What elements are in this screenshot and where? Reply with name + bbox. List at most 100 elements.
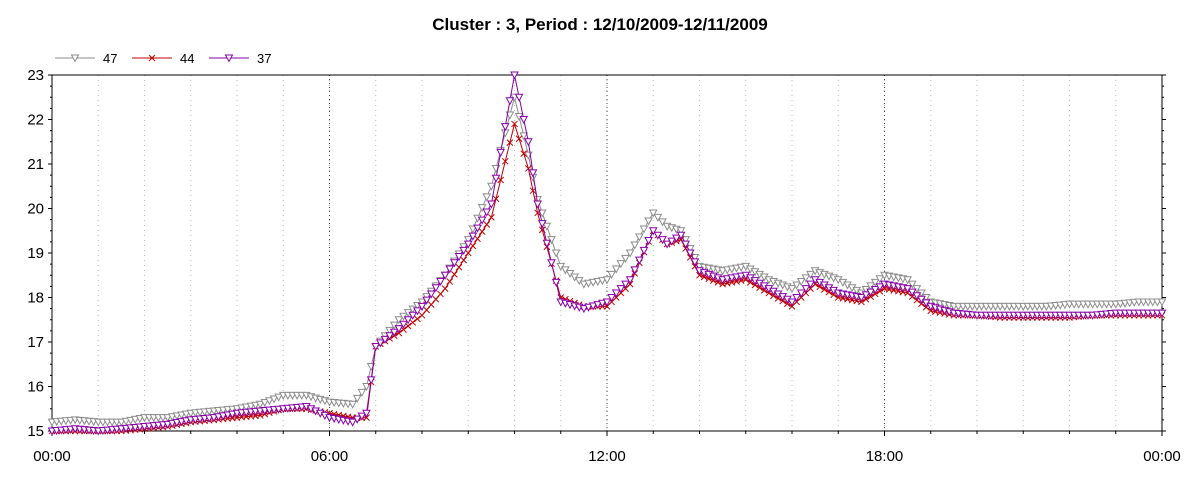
data-point (352, 415, 362, 424)
data-point (228, 410, 237, 419)
data-point (487, 200, 496, 209)
data-point (482, 193, 492, 202)
data-point (653, 213, 663, 222)
data-point (528, 169, 538, 178)
data-point (806, 270, 815, 279)
grid (97, 75, 1117, 431)
data-point (584, 279, 593, 288)
data-point (648, 227, 658, 236)
data-point (483, 221, 491, 228)
data-point (588, 302, 598, 311)
data-point (251, 401, 260, 410)
data-point (357, 388, 367, 397)
data-point (792, 294, 801, 303)
data-point (418, 311, 426, 319)
data-point (875, 283, 885, 292)
data-point (491, 174, 501, 183)
data-point (505, 111, 515, 120)
data-point (667, 237, 677, 246)
data-point (70, 54, 80, 63)
data-point (117, 418, 126, 427)
data-point (477, 204, 487, 213)
data-point (547, 259, 556, 268)
data-point (417, 302, 427, 311)
data-point (455, 263, 463, 271)
data-point (450, 259, 459, 268)
data-point (177, 411, 186, 420)
data-point (255, 400, 265, 409)
series-layer (47, 71, 1167, 436)
y-tick-label: 20 (27, 201, 44, 218)
data-point (409, 319, 417, 326)
data-point (533, 200, 542, 209)
data-point (371, 342, 381, 352)
data-point (126, 416, 135, 425)
data-point (542, 239, 552, 248)
data-point (607, 270, 616, 279)
legend-label: 47 (103, 51, 117, 66)
data-point (625, 276, 635, 285)
x-tick-label: 06:00 (311, 448, 349, 465)
y-tick-label: 19 (27, 245, 44, 262)
data-point (593, 301, 603, 310)
data-point (223, 411, 233, 420)
data-point (348, 418, 357, 427)
data-point (454, 253, 464, 262)
chart-title: Cluster : 3, Period : 12/10/2009-12/11/2… (432, 15, 767, 34)
data-point (639, 246, 649, 255)
legend-label: 37 (257, 51, 271, 66)
data-point (520, 150, 528, 157)
data-point (611, 265, 621, 274)
data-point (167, 419, 177, 428)
data-point (515, 135, 523, 143)
data-point (584, 303, 593, 312)
x-tick-label: 00:00 (33, 448, 71, 465)
data-point (579, 280, 589, 289)
data-point (653, 231, 663, 240)
data-point (644, 217, 653, 226)
data-point (685, 249, 695, 258)
data-point (514, 93, 524, 102)
data-point (497, 176, 504, 184)
x-tick-label: 00:00 (1143, 448, 1181, 465)
data-point (232, 405, 242, 414)
data-point (482, 208, 492, 217)
data-point (736, 263, 746, 272)
data-point (875, 275, 885, 284)
data-point (488, 214, 495, 221)
data-point (1157, 298, 1167, 307)
data-point (460, 256, 467, 264)
data-point (616, 285, 626, 294)
data-point (722, 266, 732, 275)
data-point (870, 285, 880, 295)
data-point (414, 315, 421, 323)
data-point (611, 289, 621, 298)
data-point (474, 235, 481, 243)
data-point (399, 320, 408, 329)
data-point (727, 265, 737, 274)
data-point (616, 260, 626, 269)
data-point (658, 218, 667, 227)
data-point (801, 285, 811, 294)
data-point (662, 240, 672, 249)
data-point (501, 157, 509, 165)
y-tick-label: 16 (27, 379, 44, 396)
data-point (441, 285, 449, 292)
data-point (787, 285, 797, 294)
data-point (658, 236, 667, 245)
series-line (51, 74, 1162, 432)
data-point (510, 71, 519, 80)
data-point (163, 414, 172, 423)
data-point (431, 284, 441, 293)
data-point (478, 228, 486, 235)
data-point (537, 220, 547, 229)
data-point (648, 209, 658, 218)
data-point (237, 404, 246, 413)
data-point (423, 306, 430, 314)
data-point (385, 332, 394, 341)
data-point (408, 311, 418, 320)
data-point (209, 414, 219, 423)
data-point (463, 236, 473, 245)
data-point (121, 417, 131, 426)
